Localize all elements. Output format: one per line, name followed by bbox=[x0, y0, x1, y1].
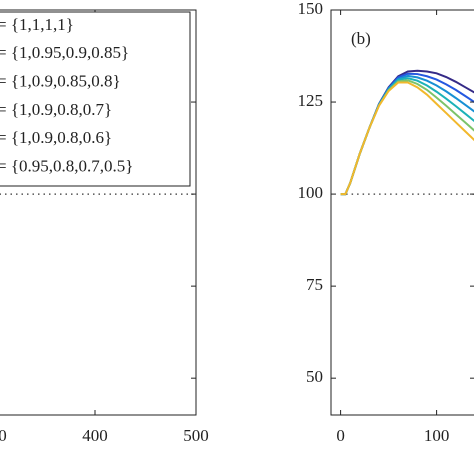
x-tick-label: 100 bbox=[424, 426, 450, 445]
y-tick-label: 50 bbox=[306, 367, 323, 386]
y-tick-label: 150 bbox=[298, 0, 324, 18]
x-tick-label: 400 bbox=[82, 426, 108, 445]
series-line bbox=[340, 81, 474, 196]
legend-label: = {0.95,0.8,0.7,0.5} bbox=[0, 156, 133, 175]
series-line bbox=[340, 72, 474, 196]
x-tick-label: 0 bbox=[336, 426, 345, 445]
legend-label: = {1,0.9,0.85,0.8} bbox=[0, 72, 121, 91]
y-tick-label: 100 bbox=[298, 183, 324, 202]
panel-label: (b) bbox=[351, 29, 371, 48]
y-tick-label: 75 bbox=[306, 275, 323, 294]
legend-label: = {1,1,1,1} bbox=[0, 15, 74, 34]
legend-label: = {1,0.95,0.9,0.85} bbox=[0, 43, 129, 62]
x-tick-label: 300 bbox=[0, 426, 7, 445]
axes-box bbox=[330, 9, 474, 416]
y-tick-label: 125 bbox=[298, 91, 324, 110]
series-line bbox=[340, 77, 474, 196]
legend-label: = {1,0.9,0.8,0.7} bbox=[0, 100, 112, 119]
legend-label: = {1,0.9,0.8,0.6} bbox=[0, 128, 112, 147]
legend-box bbox=[0, 11, 191, 187]
series-line bbox=[340, 74, 474, 196]
x-tick-label: 500 bbox=[183, 426, 209, 445]
